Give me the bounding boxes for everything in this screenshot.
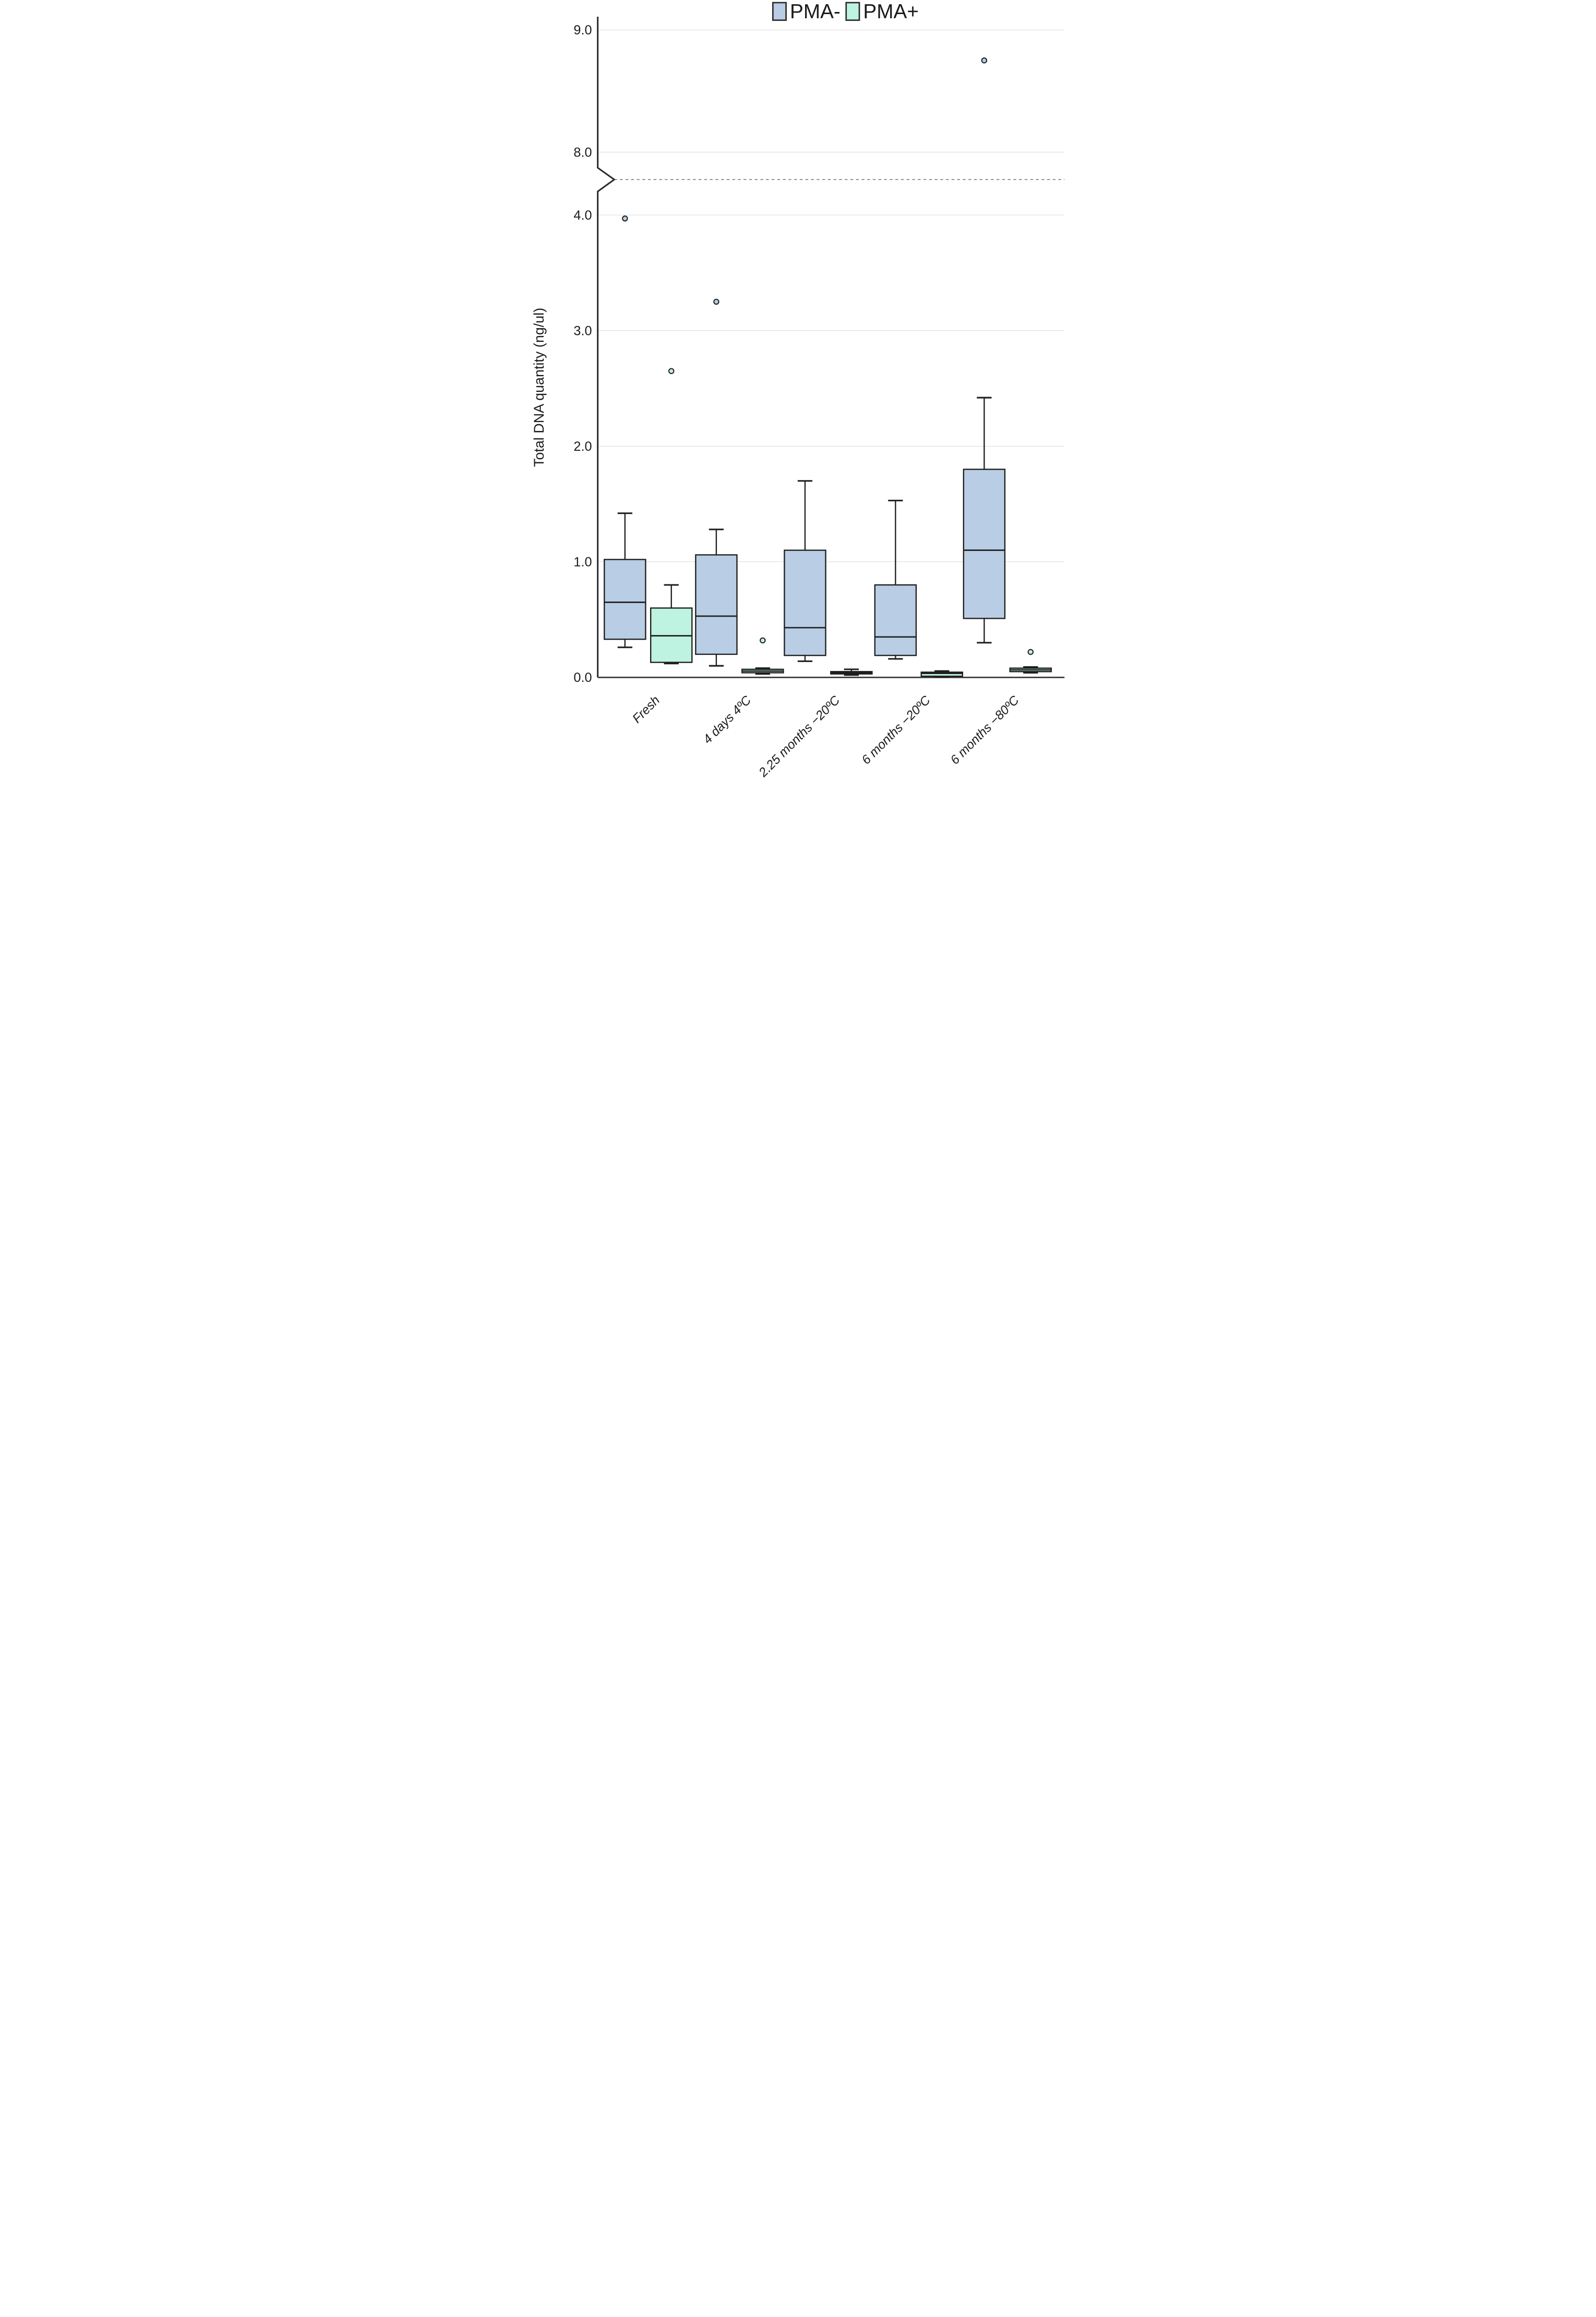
outlier-point xyxy=(621,215,628,222)
outlier-point xyxy=(1027,649,1034,655)
box-series xyxy=(603,57,1052,678)
legend-label-pma-plus: PMA+ xyxy=(863,1,919,23)
x-category-label: 4 days 4ºC xyxy=(700,693,754,747)
legend-swatch-pma-plus xyxy=(845,2,860,21)
outlier-point xyxy=(981,57,987,64)
y-tick-label: 2.0 xyxy=(573,439,592,454)
box-pma-minus-3 xyxy=(783,480,826,662)
y-axis-title: Total DNA quantity (ng/ul) xyxy=(531,308,546,467)
box-pma-plus-5 xyxy=(1009,649,1052,674)
box-pma-plus-3 xyxy=(830,668,873,676)
outlier-point xyxy=(759,637,766,644)
y-tick-label: 1.0 xyxy=(573,555,592,570)
x-category-labels: Fresh 4 days 4ºC 2.25 months −20ºC 6 months… xyxy=(630,693,1022,780)
y-tick-label: 9.0 xyxy=(573,23,592,38)
box-rect xyxy=(874,584,917,656)
box-pma-minus-2 xyxy=(694,298,738,667)
box-rect xyxy=(963,469,1005,619)
boxplot-chart: PMA- PMA+ 0.0 1.0 2.0 3.0 4.0 8.0 9.0 Fresh 4 d… xyxy=(531,1,1064,780)
y-tick-label: 4.0 xyxy=(573,208,592,223)
y-axis-line xyxy=(596,16,616,678)
box-pma-plus-2 xyxy=(741,637,784,675)
outlier-point xyxy=(668,368,674,374)
legend-label-pma-minus: PMA- xyxy=(790,1,841,23)
box-rect xyxy=(783,549,826,656)
box-rect xyxy=(603,559,646,640)
y-tick-label: 0.0 xyxy=(573,670,592,685)
box-pma-plus-4 xyxy=(920,670,963,678)
box-rect xyxy=(920,671,963,677)
legend-swatch-pma-minus xyxy=(772,2,787,21)
x-category-label: Fresh xyxy=(630,693,663,726)
box-pma-minus-5 xyxy=(963,57,1005,644)
y-tick-label: 8.0 xyxy=(573,145,592,160)
y-tick-labels: 0.0 1.0 2.0 3.0 4.0 8.0 9.0 xyxy=(573,23,592,685)
x-category-label: 2.25 months −20ºC xyxy=(755,693,843,780)
y-tick-label: 3.0 xyxy=(573,323,592,338)
legend: PMA- PMA+ xyxy=(772,1,919,23)
x-category-label: 6 months −20ºC xyxy=(859,693,933,767)
box-pma-minus-4 xyxy=(874,499,917,660)
box-rect xyxy=(694,554,738,655)
box-pma-minus-1 xyxy=(603,215,646,649)
outlier-point xyxy=(713,298,719,305)
x-category-label: 6 months −80ºC xyxy=(947,693,1022,767)
chart-container: PMA- PMA+ 0.0 1.0 2.0 3.0 4.0 8.0 9.0 Fresh 4 d… xyxy=(530,0,1067,780)
y-axis xyxy=(596,16,616,678)
box-pma-plus-1 xyxy=(650,368,692,665)
